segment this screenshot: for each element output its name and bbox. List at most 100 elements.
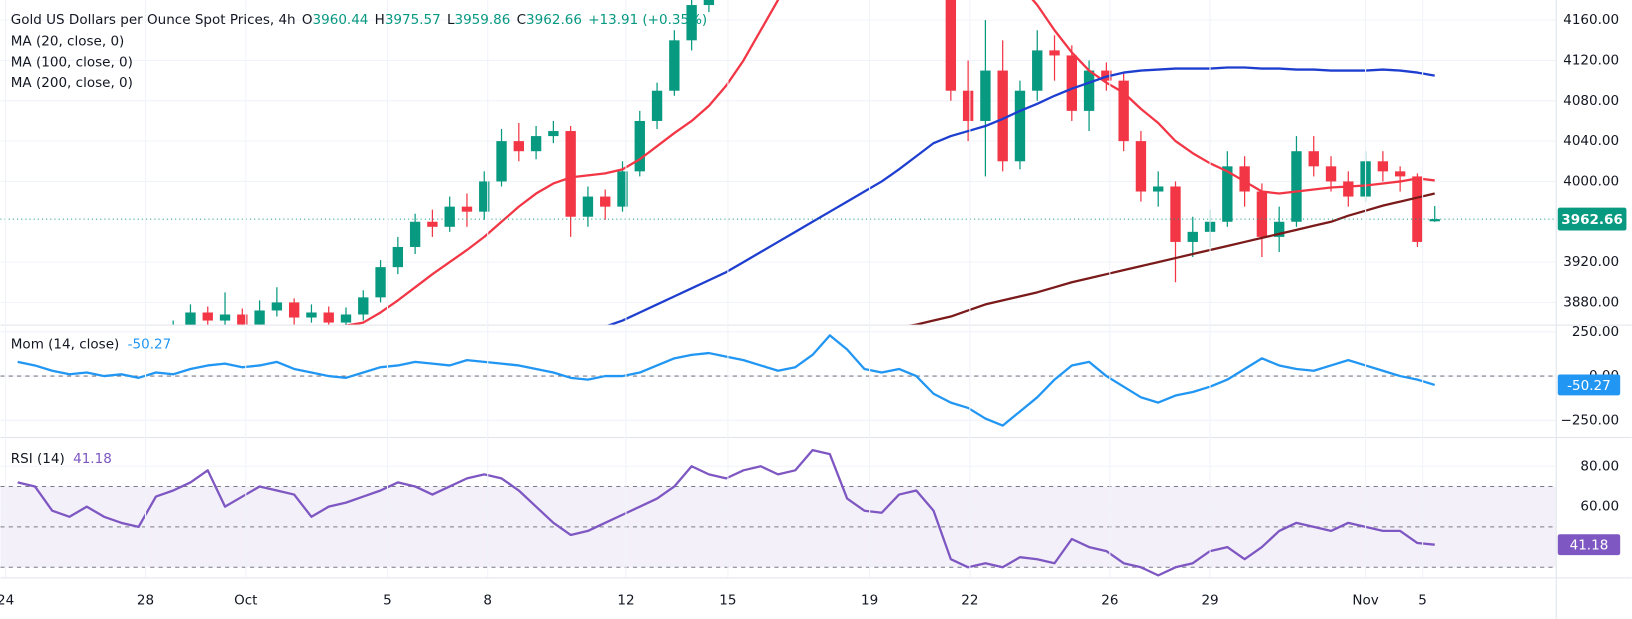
- x-tick-label: 19: [861, 592, 878, 608]
- candle-body: [997, 70, 1008, 162]
- candle-body: [617, 171, 628, 207]
- x-tick-label: 29: [1201, 592, 1218, 608]
- candle-body: [219, 314, 231, 321]
- legend-entry: MA (200, close, 0): [11, 75, 133, 91]
- candle-body: [1135, 141, 1147, 192]
- candle-body: [323, 312, 334, 323]
- pane: [0, 448, 1556, 577]
- value-badge-label: 41.18: [1570, 538, 1609, 554]
- plot-layer: 3880.00 3920.00 4000.00 4040.00 4080.00 4120.…: [0, 0, 1627, 608]
- candle-body: [1429, 219, 1440, 222]
- series-line: [17, 448, 1435, 577]
- y-tick-label: 3880.00: [1563, 294, 1619, 310]
- x-tick-label: 5: [1418, 592, 1427, 608]
- x-tick-label: 26: [1101, 592, 1118, 608]
- y-tick-label: 4080.00: [1563, 93, 1619, 109]
- candle-body: [530, 136, 542, 152]
- candle-body: [409, 221, 421, 247]
- y-tick-label: 60.00: [1580, 499, 1619, 515]
- series-line: [344, 0, 1435, 325]
- candle-body: [1222, 166, 1233, 222]
- price-badge-label: 3962.66: [1561, 212, 1623, 228]
- candle-body: [634, 120, 645, 172]
- candle-body: [1256, 191, 1268, 237]
- candle-body: [375, 267, 386, 298]
- candle-body: [945, 0, 957, 91]
- x-tick-label: 5: [383, 592, 392, 608]
- y-tick-label: 4000.00: [1563, 173, 1619, 189]
- candle-body: [1049, 50, 1060, 56]
- candle-body: [1153, 186, 1164, 192]
- value-badge: [1557, 534, 1621, 556]
- candle-body: [1032, 50, 1043, 91]
- high-value: 3975.57: [385, 12, 441, 28]
- x-tick-label: 8: [483, 592, 492, 608]
- candle-body: [703, 0, 715, 6]
- candle-body: [340, 314, 352, 323]
- candle-body: [271, 302, 283, 311]
- y-tick-label: 80.00: [1580, 458, 1619, 474]
- candle-body: [427, 221, 438, 227]
- x-tick-label: 28: [137, 592, 154, 608]
- candle-body: [1118, 80, 1129, 142]
- ohlc-label: L: [447, 12, 455, 28]
- candle-body: [358, 297, 369, 315]
- series-line: [909, 192, 1435, 325]
- candle-body: [1412, 176, 1423, 242]
- legend-entry: MA (100, close, 0): [11, 54, 133, 70]
- indicator-legend: RSI (14) 41.18: [11, 451, 112, 467]
- series-line: [17, 334, 1436, 427]
- x-tick-label: 12: [617, 592, 634, 608]
- x-tick-label: 15: [719, 592, 736, 608]
- x-tick-label: 24: [0, 592, 14, 608]
- candle-body: [185, 312, 196, 325]
- indicator-legend: Mom (14, close) -50.27: [11, 336, 171, 352]
- ohlc-label: O: [302, 12, 313, 28]
- candle-body: [1291, 151, 1302, 222]
- candle-body: [600, 196, 611, 207]
- candle-body: [980, 70, 991, 121]
- header: Gold US Dollars per Ounce Spot Prices, 4…: [11, 12, 707, 28]
- candle-body: [202, 312, 213, 321]
- indicator-value: -50.27: [128, 336, 172, 352]
- candle-body: [1066, 55, 1077, 111]
- candle-body: [548, 131, 559, 137]
- candle-body: [686, 5, 697, 41]
- candle-body: [669, 40, 680, 91]
- chart-title: Gold US Dollars per Ounce Spot Prices, 4…: [11, 12, 296, 28]
- candle-body: [444, 206, 455, 227]
- open-value: 3960.44: [313, 12, 369, 28]
- candle-body: [496, 141, 507, 182]
- y-tick-label: −250.00: [1561, 412, 1620, 428]
- candle-body: [1308, 151, 1319, 167]
- x-tick-label: 22: [961, 592, 978, 608]
- candle-body: [1343, 181, 1354, 197]
- indicator-name: Mom (14, close): [11, 336, 120, 352]
- close-value: 3962.66: [526, 12, 582, 28]
- value-badge: [1557, 374, 1621, 396]
- change-value: +13.91: [588, 12, 638, 28]
- value-badge-label: -50.27: [1567, 378, 1611, 394]
- indicator-value: 41.18: [73, 451, 112, 467]
- candle-body: [479, 181, 490, 212]
- candle-body: [1273, 221, 1285, 237]
- legend-entry: MA (20, close, 0): [11, 34, 125, 50]
- candle-body: [461, 206, 473, 212]
- candle-body: [1239, 166, 1250, 192]
- indicator-name: RSI (14): [11, 451, 65, 467]
- candle-body: [582, 196, 594, 217]
- candle-body: [1377, 161, 1389, 172]
- candle-body: [392, 246, 404, 268]
- x-tick-label: Nov: [1352, 592, 1378, 608]
- candle-body: [1394, 171, 1406, 177]
- x-tick-label: Oct: [234, 592, 257, 608]
- ohlc-label: C: [517, 12, 526, 28]
- candle-body: [1187, 231, 1198, 242]
- y-tick-label: 4040.00: [1563, 133, 1619, 149]
- legend: Gold US Dollars per Ounce Spot Prices, 4…: [11, 12, 707, 467]
- y-tick-label: 250.00: [1572, 324, 1619, 340]
- candle-body: [565, 131, 576, 217]
- candle-body: [1014, 90, 1026, 162]
- ohlc-label: H: [375, 12, 385, 28]
